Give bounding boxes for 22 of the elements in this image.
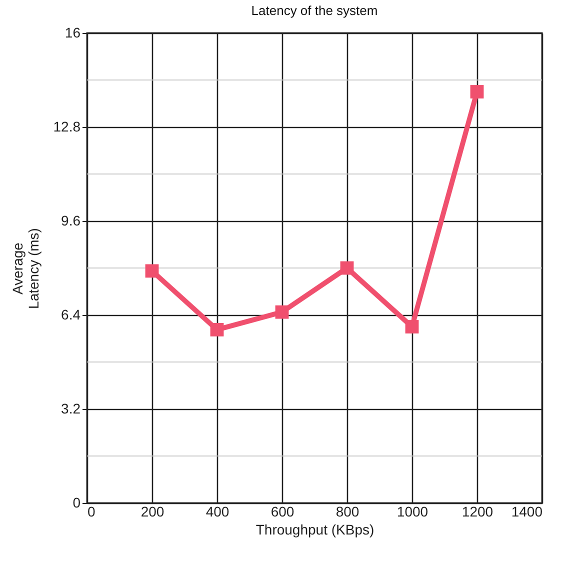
- chart-title: Latency of the system: [251, 3, 378, 18]
- point: [405, 320, 419, 334]
- y-tick-label: 6.4: [61, 306, 81, 322]
- y-tick-label: 16: [64, 24, 81, 40]
- y-tick-label: 9.6: [61, 212, 81, 228]
- x-tick-label: 1400: [511, 504, 543, 520]
- y-tick-label: 3.2: [61, 400, 81, 416]
- x-tick-label: 1000: [396, 504, 428, 520]
- x-tick-label: 600: [270, 504, 294, 520]
- x-tick-label: 200: [140, 504, 164, 520]
- y-tick-label: 12.8: [53, 118, 81, 134]
- point: [470, 85, 484, 98]
- y-axis-title: Average Latency (ms): [9, 228, 42, 309]
- x-tick-label: 0: [88, 504, 96, 520]
- x-tick-label: 800: [336, 504, 360, 520]
- x-tick-label: 400: [206, 504, 230, 520]
- point: [340, 261, 354, 275]
- point: [145, 264, 159, 278]
- x-axis-title: Throughput (KBps): [256, 522, 374, 538]
- x-tick-label: 1200: [462, 504, 494, 520]
- point: [275, 305, 289, 319]
- point: [210, 322, 224, 336]
